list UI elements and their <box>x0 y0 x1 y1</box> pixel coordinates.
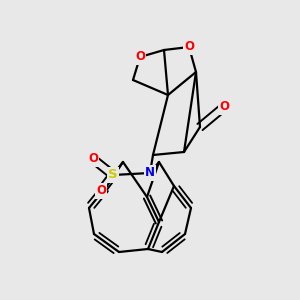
Text: O: O <box>96 184 106 197</box>
Text: N: N <box>145 167 155 179</box>
Text: O: O <box>219 100 229 113</box>
Text: O: O <box>88 152 98 166</box>
Text: O: O <box>135 50 145 64</box>
Text: O: O <box>184 40 194 53</box>
Text: S: S <box>108 169 118 182</box>
